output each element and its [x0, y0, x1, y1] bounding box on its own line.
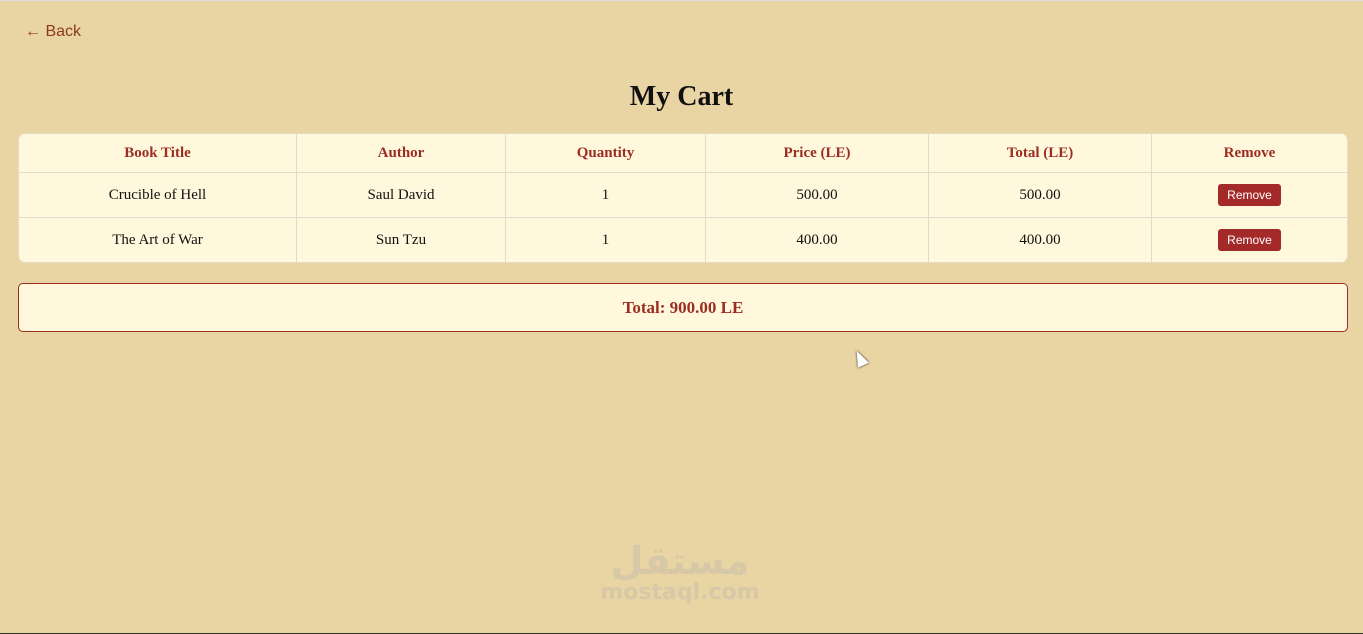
cell-total: 500.00 [929, 173, 1152, 218]
watermark-arabic: مستقل [610, 539, 750, 583]
table-header-row: Book Title Author Quantity Price (LE) To… [19, 134, 1347, 173]
cell-remove: Remove [1152, 218, 1347, 262]
cart-table: Book Title Author Quantity Price (LE) To… [19, 134, 1347, 262]
cart-total: Total: 900.00 LE [18, 283, 1348, 332]
remove-button[interactable]: Remove [1218, 184, 1281, 206]
mouse-cursor-icon [851, 348, 869, 368]
cell-quantity: 1 [506, 173, 706, 218]
header-quantity: Quantity [506, 134, 706, 173]
header-author: Author [297, 134, 506, 173]
back-link[interactable]: ← Back [25, 23, 82, 40]
table-row: Crucible of Hell Saul David 1 500.00 500… [19, 173, 1347, 218]
watermark-logo: مستقل mostaql.com [560, 541, 800, 605]
cell-remove: Remove [1152, 173, 1347, 218]
remove-button[interactable]: Remove [1218, 229, 1281, 251]
header-book-title: Book Title [19, 134, 297, 173]
cell-quantity: 1 [506, 218, 706, 262]
cell-author: Saul David [297, 173, 506, 218]
cell-title: Crucible of Hell [19, 173, 297, 218]
header-price: Price (LE) [706, 134, 929, 173]
header-total: Total (LE) [929, 134, 1152, 173]
table-row: The Art of War Sun Tzu 1 400.00 400.00 R… [19, 218, 1347, 262]
cell-total: 400.00 [929, 218, 1152, 262]
watermark-latin: mostaql.com [600, 580, 760, 605]
cell-price: 400.00 [706, 218, 929, 262]
cell-title: The Art of War [19, 218, 297, 262]
cell-author: Sun Tzu [297, 218, 506, 262]
page-title: My Cart [629, 81, 734, 112]
cart-total-text: Total: 900.00 LE [622, 297, 744, 317]
cell-price: 500.00 [706, 173, 929, 218]
header-remove: Remove [1152, 134, 1347, 173]
